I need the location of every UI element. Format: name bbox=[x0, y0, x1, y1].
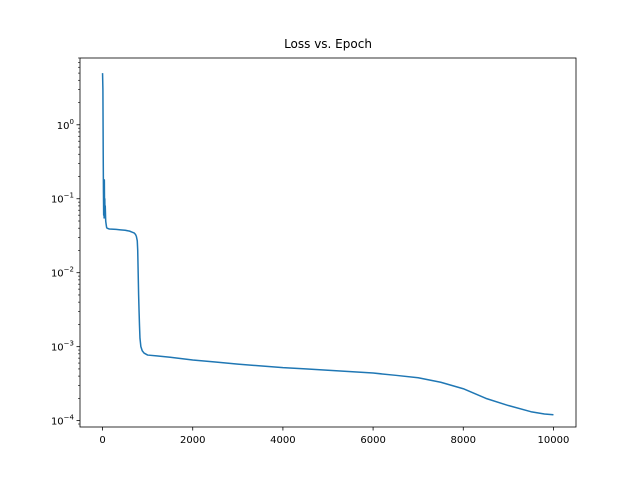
x-tick-label: 0 bbox=[99, 435, 105, 446]
x-tick-label: 2000 bbox=[180, 435, 205, 446]
y-tick-label: 10−3 bbox=[51, 340, 74, 354]
y-tick-label: 10−1 bbox=[51, 192, 74, 206]
axes-frame bbox=[79, 57, 577, 428]
axes: 0 2000 4000 6000 8000 10000 10−4 10−3 10−2 10−1 10… bbox=[51, 57, 577, 446]
x-tick-label: 8000 bbox=[451, 435, 476, 446]
y-tick-label: 10−4 bbox=[51, 414, 75, 428]
x-tick-label: 4000 bbox=[270, 435, 295, 446]
y-tick-label: 10−2 bbox=[51, 266, 74, 280]
x-tick-label: 10000 bbox=[538, 435, 570, 446]
loss-series-line bbox=[101, 73, 554, 416]
chart-title: Loss vs. Epoch bbox=[284, 37, 372, 51]
plot-area bbox=[101, 73, 554, 416]
y-tick-label: 100 bbox=[57, 118, 74, 132]
x-tick-label: 6000 bbox=[360, 435, 385, 446]
